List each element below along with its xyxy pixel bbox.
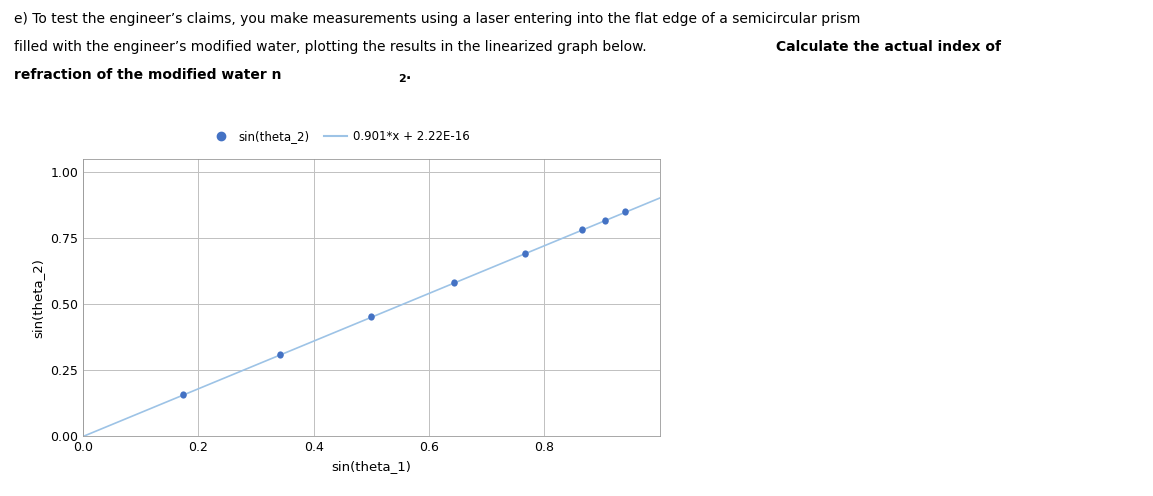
Point [362, 312, 380, 320]
Point [515, 250, 534, 258]
Point [362, 313, 380, 321]
Text: .: . [406, 68, 412, 82]
Text: Calculate the actual index of: Calculate the actual index of [764, 40, 1002, 54]
Point [596, 216, 615, 224]
Point [515, 249, 534, 257]
Point [573, 225, 591, 233]
Text: filled with the engineer’s modified water, plotting the results in the linearize: filled with the engineer’s modified wate… [14, 40, 647, 54]
Y-axis label: sin(theta_2): sin(theta_2) [31, 257, 45, 338]
Point [573, 226, 591, 234]
Text: 2: 2 [398, 74, 406, 84]
Point [616, 208, 634, 216]
Legend: sin(theta_2), 0.901*x + 2.22E-16: sin(theta_2), 0.901*x + 2.22E-16 [204, 126, 475, 148]
Point [271, 350, 289, 358]
Point [596, 217, 615, 225]
Point [616, 207, 634, 215]
Point [174, 390, 193, 398]
Text: refraction of the modified water n: refraction of the modified water n [14, 68, 281, 82]
X-axis label: sin(theta_1): sin(theta_1) [331, 460, 412, 473]
Point [271, 351, 289, 359]
Point [445, 278, 464, 286]
Point [174, 391, 193, 399]
Text: e) To test the engineer’s claims, you make measurements using a laser entering i: e) To test the engineer’s claims, you ma… [14, 12, 860, 26]
Point [445, 279, 464, 287]
